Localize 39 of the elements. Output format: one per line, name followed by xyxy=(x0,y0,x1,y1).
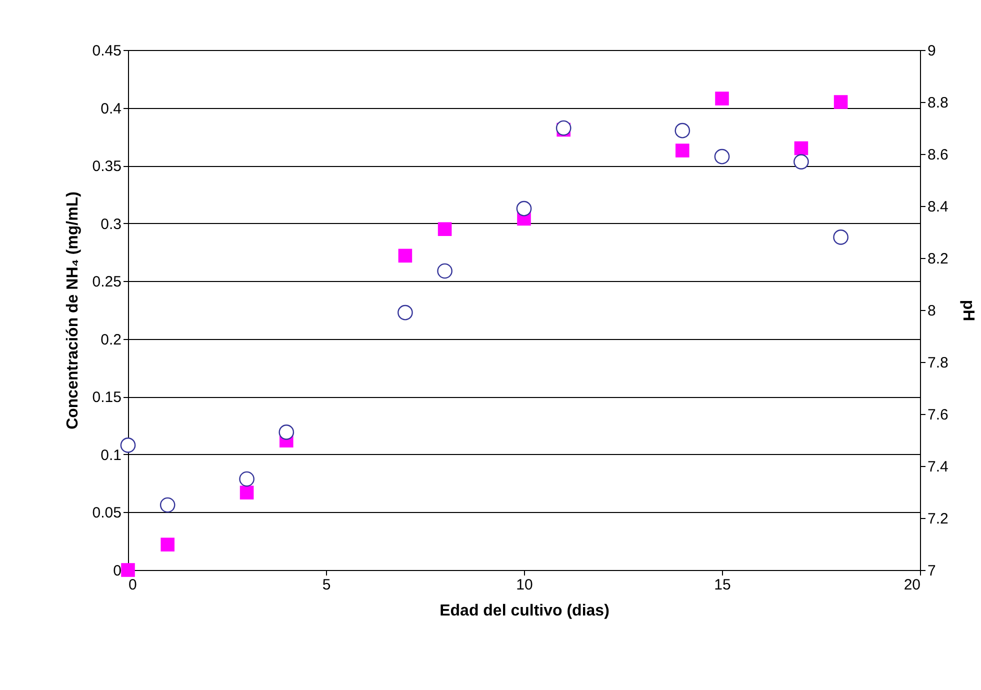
y2-tick-label: 8.8 xyxy=(928,94,948,112)
y-tick-label: 0.35 xyxy=(92,158,122,176)
point xyxy=(240,486,254,500)
y2-tick-label: 8.6 xyxy=(928,146,948,164)
y2-tick-label: 8 xyxy=(928,302,936,320)
y2-tick-label: 7.6 xyxy=(928,406,948,424)
y-tick-label: 0.2 xyxy=(100,331,122,348)
y-tick-label: 0.45 xyxy=(92,42,122,60)
point xyxy=(438,222,452,236)
x-tick-label: 5 xyxy=(322,576,331,594)
x-tick-label: 20 xyxy=(904,576,920,594)
y2-axis-title: pH xyxy=(959,300,976,322)
point xyxy=(398,248,412,263)
y-tick-label: 0.25 xyxy=(92,274,122,291)
x-axis-title: Edad del cultivo (dias) xyxy=(440,602,610,620)
x-tick-label: 15 xyxy=(714,576,731,594)
x-tick-label: 0 xyxy=(128,576,137,594)
y-tick-label: 0.05 xyxy=(92,504,122,522)
point xyxy=(834,95,848,109)
y-tick-label: 0 xyxy=(113,562,122,580)
y-tick-label: 0.3 xyxy=(100,216,122,233)
y-tick-label: 0.15 xyxy=(92,389,122,406)
point xyxy=(278,424,294,440)
point xyxy=(715,92,729,106)
y-tick-label: 0.1 xyxy=(100,446,122,464)
y2-tick-label: 7.2 xyxy=(928,510,948,528)
point xyxy=(676,144,690,158)
y2-tick-label: 8.2 xyxy=(928,250,948,268)
y-axis-title: Concentración de NH₄ (mg/mL) xyxy=(64,192,82,430)
point xyxy=(160,538,174,552)
y2-tick-label: 8.4 xyxy=(928,198,948,216)
y2-tick-label: 9 xyxy=(928,42,936,60)
x-tick-label: 10 xyxy=(516,576,533,594)
y-tick-label: 0.4 xyxy=(100,100,122,118)
y2-tick-label: 7 xyxy=(928,562,936,580)
point xyxy=(794,141,808,156)
y2-tick-label: 7.4 xyxy=(928,458,948,476)
y2-tick-label: 7.8 xyxy=(928,354,948,372)
point xyxy=(121,563,135,577)
